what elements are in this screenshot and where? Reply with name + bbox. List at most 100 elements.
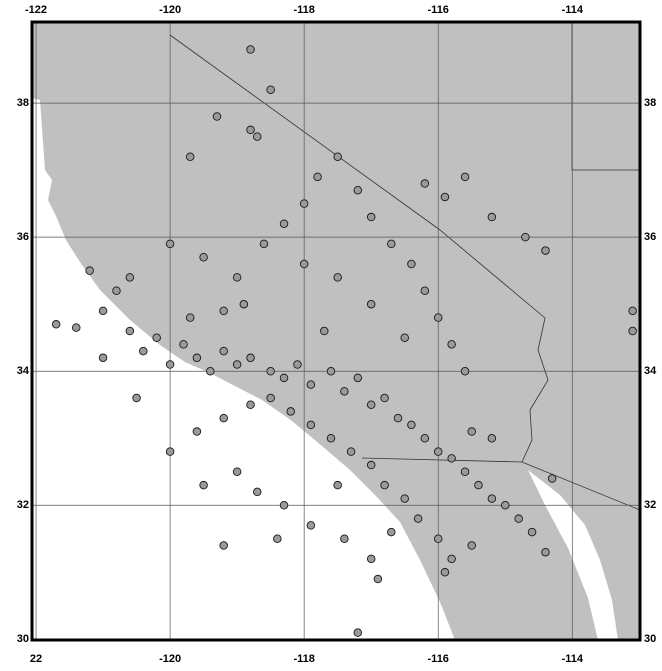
epicenter: [185, 152, 195, 161]
epicenter: [541, 547, 550, 557]
epicenter: [420, 433, 430, 443]
epicenter: [219, 346, 228, 356]
epicenter: [467, 427, 476, 436]
epicenter: [306, 420, 316, 430]
epicenter: [199, 480, 208, 490]
x-tick-label: -116: [428, 4, 449, 16]
epicenter: [179, 340, 188, 349]
epicenter: [487, 212, 497, 222]
epicenter: [366, 554, 376, 564]
epicenter: [420, 179, 430, 188]
epicenter: [279, 373, 289, 383]
epicenter: [85, 266, 94, 275]
epicenter: [313, 172, 322, 182]
epicenter: [246, 45, 255, 54]
epicenter: [340, 387, 349, 396]
epicenter: [246, 353, 255, 363]
x-tick-label: -116: [428, 653, 449, 665]
epicenter: [366, 400, 376, 409]
epicenter: [192, 427, 202, 436]
epicenter: [366, 460, 376, 470]
epicenter: [266, 85, 275, 94]
epicenter: [353, 628, 363, 637]
epicenter: [387, 527, 396, 537]
epicenter: [373, 574, 383, 584]
epicenter: [346, 447, 356, 456]
state-border: [169, 34, 546, 319]
epicenter: [433, 447, 443, 456]
epicenter: [306, 380, 316, 389]
epicenter: [51, 320, 61, 329]
y-tick-label: 34: [644, 365, 657, 377]
epicenter: [487, 433, 497, 443]
x-tick-label: 22: [30, 653, 42, 665]
epicenter: [98, 353, 108, 363]
y-tick-label: 32: [17, 499, 29, 511]
epicenter: [333, 273, 342, 282]
epicenter: [299, 199, 309, 208]
y-tick-label: 36: [644, 231, 656, 243]
epicenter: [192, 353, 202, 363]
epicenter: [447, 554, 456, 564]
epicenter: [628, 326, 637, 336]
epicenter: [501, 501, 510, 510]
epicenter: [366, 212, 376, 222]
epicenter: [232, 360, 242, 369]
epicenter: [433, 313, 443, 322]
epicenter: [165, 239, 175, 249]
ocean: [32, 98, 455, 640]
points: [51, 45, 637, 637]
epicenter: [353, 373, 363, 383]
y-tick-label: 38: [644, 97, 656, 109]
epicenter: [440, 568, 450, 577]
x-tick-label: -114: [562, 653, 584, 665]
y-tick-label: 30: [17, 633, 29, 645]
epicenter: [266, 393, 275, 403]
epicenter: [333, 480, 342, 490]
epicenter: [460, 172, 470, 182]
epicenter: [219, 541, 228, 550]
epicenter: [387, 239, 396, 249]
epicenter: [266, 366, 275, 376]
epicenter: [232, 467, 242, 477]
epicenter: [527, 527, 537, 537]
epicenter: [125, 273, 135, 282]
frame: [30, 20, 642, 642]
epicenter: [628, 306, 637, 316]
epicenter: [252, 132, 262, 141]
y-tick-label: 30: [644, 633, 656, 645]
epicenter: [407, 420, 416, 430]
national-border: [361, 457, 641, 511]
epicenter: [112, 286, 121, 296]
epicenter: [541, 246, 550, 255]
y-tick-label: 36: [17, 231, 29, 243]
epicenter: [152, 333, 161, 342]
y-tick-label: 32: [644, 499, 656, 511]
epicenter: [413, 514, 423, 523]
epicenter: [407, 259, 416, 269]
epicenter: [219, 306, 228, 316]
epicenter: [467, 541, 476, 550]
epicenter: [380, 393, 389, 403]
epicenter: [433, 534, 443, 544]
epicenter: [420, 286, 430, 296]
epicenter: [232, 273, 242, 282]
epicenter: [165, 447, 175, 456]
y-tick-label: 38: [17, 97, 29, 109]
epicenter: [219, 413, 228, 423]
epicenter: [132, 393, 141, 403]
epicenter: [521, 232, 530, 242]
epicenter: [212, 112, 222, 121]
x-tick-label: -120: [159, 4, 181, 16]
epicenter: [279, 219, 289, 229]
y-tick-label: 34: [17, 365, 30, 377]
epicenter: [340, 534, 349, 544]
epicenter: [380, 480, 389, 490]
river-border: [521, 317, 549, 463]
epicenter: [98, 306, 108, 316]
epicenter: [393, 413, 403, 423]
epicenter: [199, 253, 208, 262]
epicenter: [440, 192, 450, 202]
epicenter: [306, 521, 316, 530]
